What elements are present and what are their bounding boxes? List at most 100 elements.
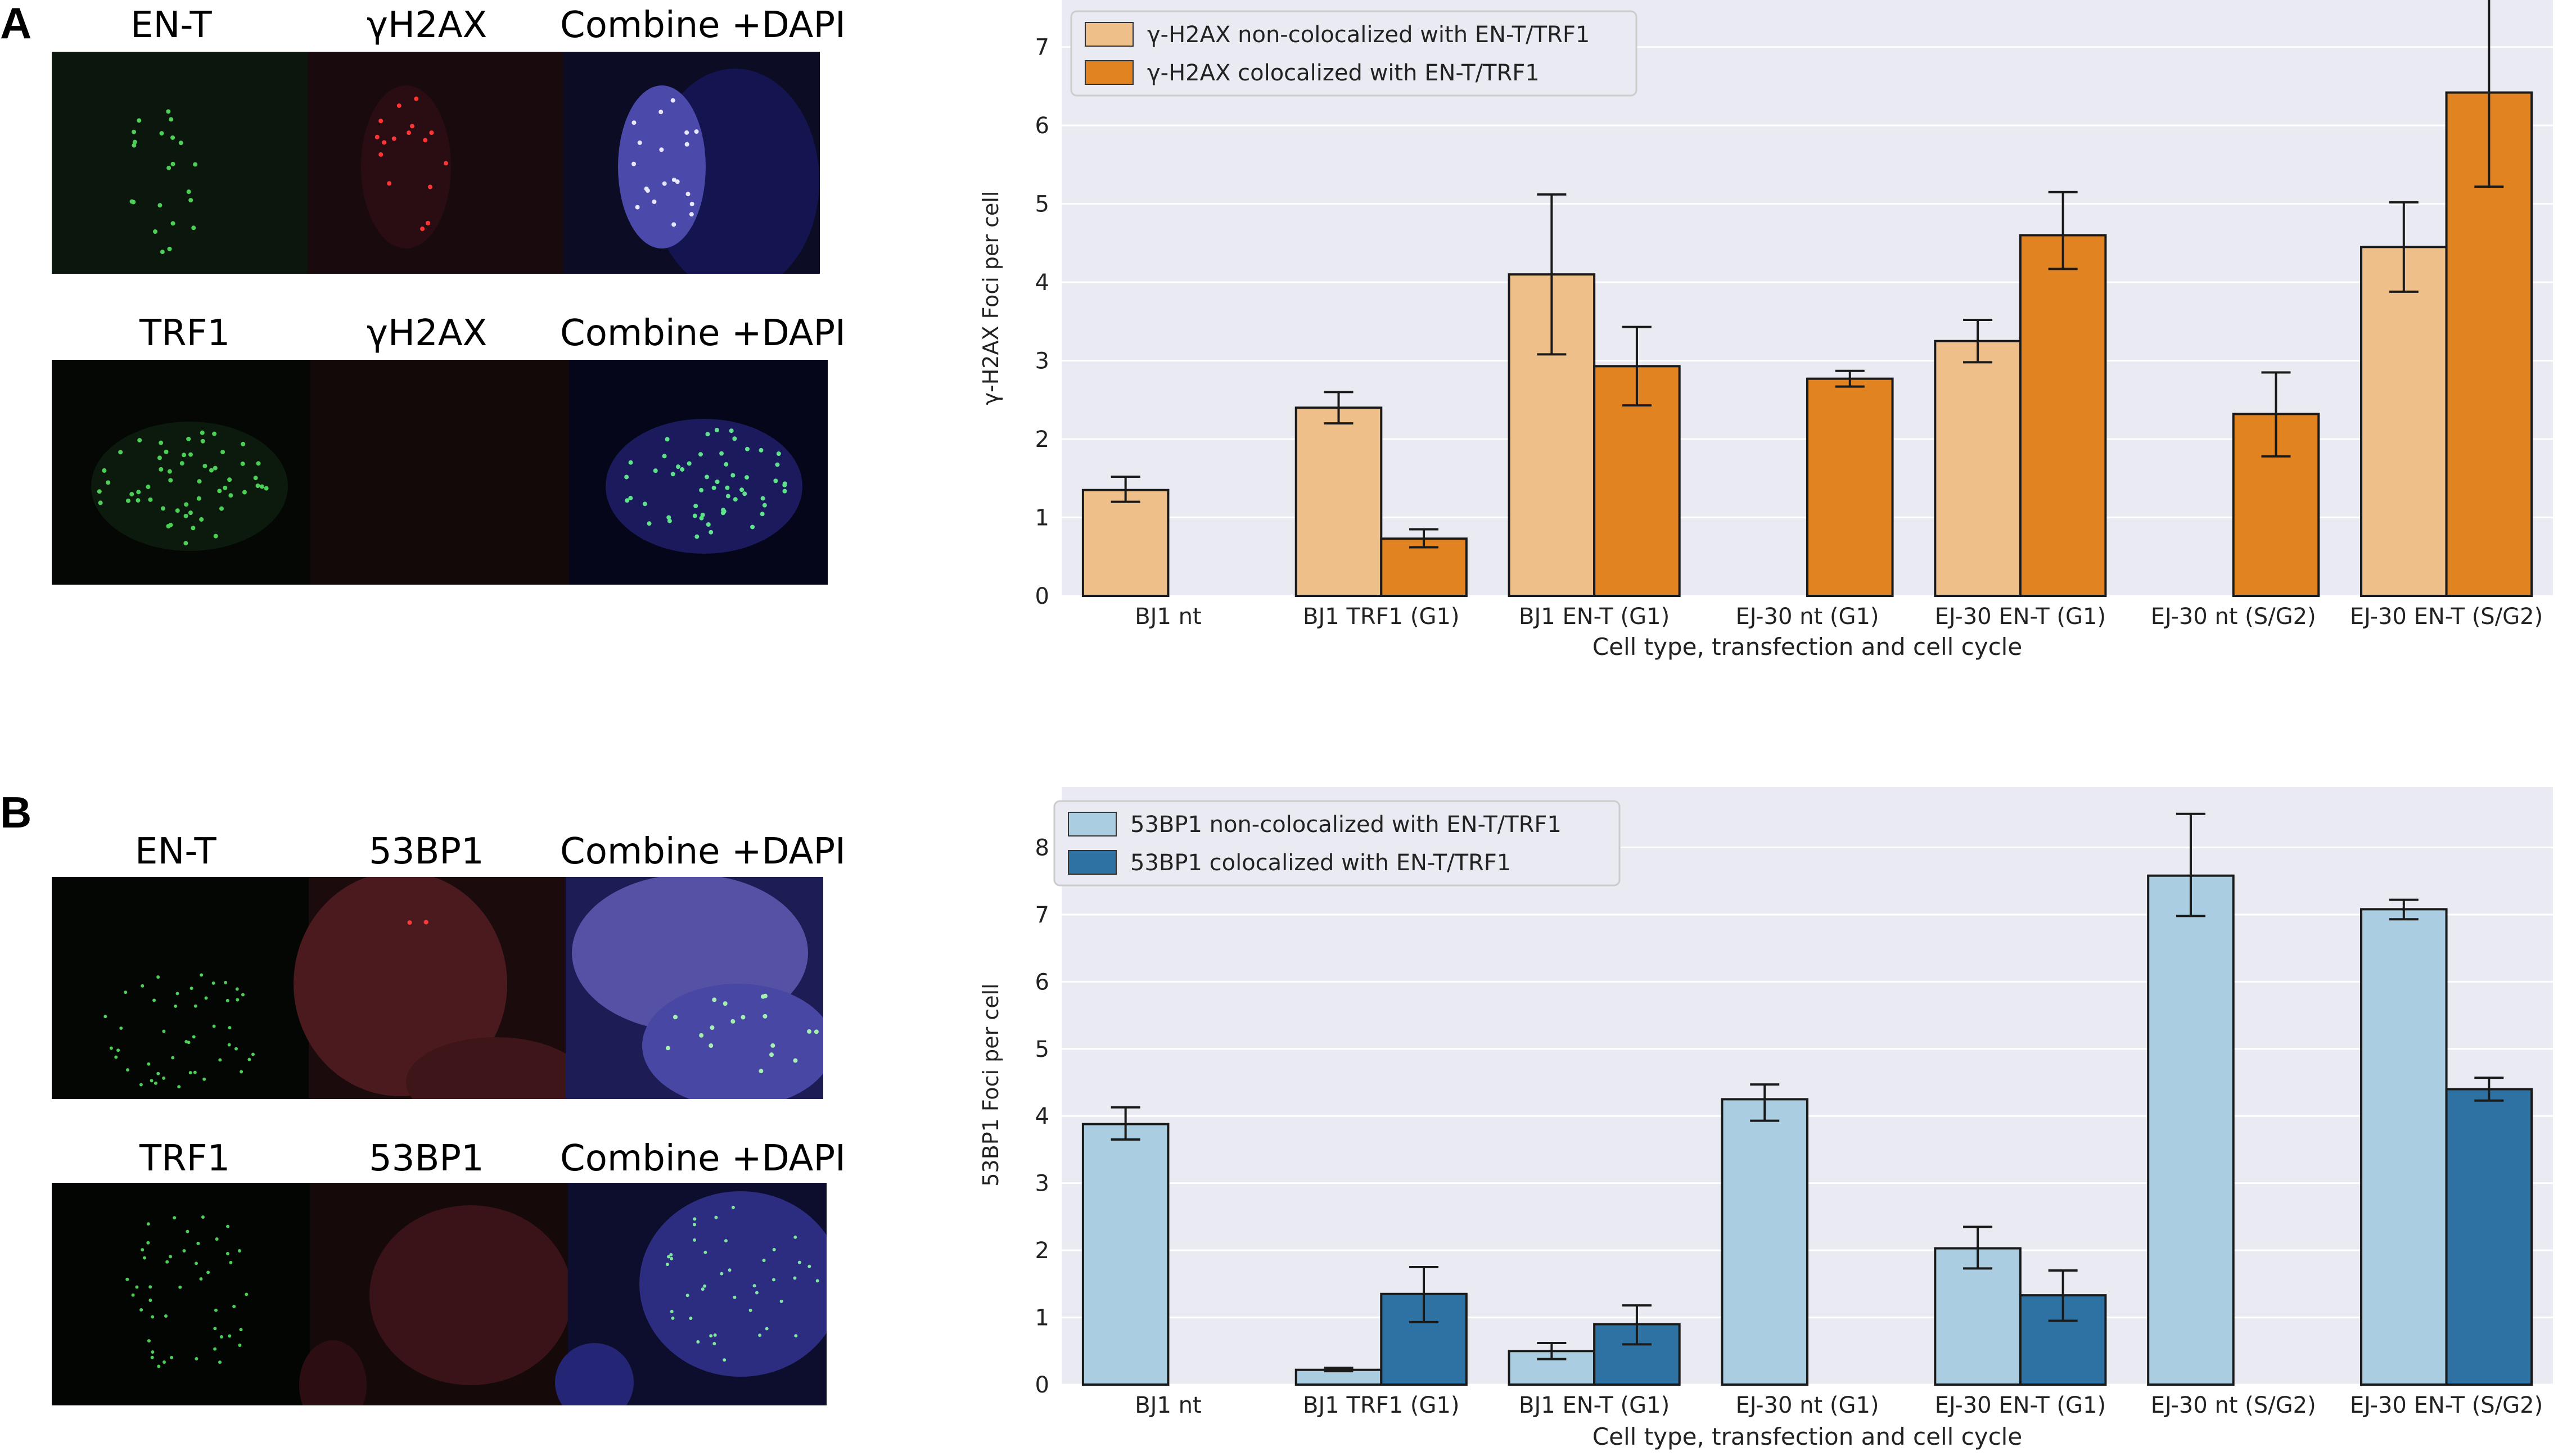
- focus-dot: [156, 1071, 160, 1075]
- focus-dot: [164, 1314, 168, 1318]
- focus-dot: [218, 1360, 222, 1364]
- focus-dot: [195, 1261, 198, 1265]
- focus-dot: [665, 1263, 669, 1267]
- label-b-r2-c2: 53BP1: [369, 1138, 484, 1179]
- focus-dot: [255, 483, 260, 489]
- focus-dot: [665, 1046, 670, 1051]
- focus-dot: [191, 526, 196, 531]
- focus-dot: [162, 1029, 166, 1033]
- focus-dot: [186, 189, 191, 195]
- x-tick-label: EJ-30 nt (G1): [1735, 604, 1879, 630]
- focus-dot: [704, 474, 709, 480]
- legend: 53BP1 non-colocalized with EN-T/TRF1 53B…: [1053, 800, 1621, 887]
- focus-dot: [692, 513, 697, 518]
- focus-dot: [195, 1356, 198, 1360]
- focus-dot: [213, 1347, 217, 1351]
- focus-dot: [182, 453, 187, 458]
- focus-dot: [228, 493, 233, 498]
- focus-dot: [670, 1256, 674, 1260]
- focus-dot: [730, 473, 736, 478]
- focus-dot: [794, 1334, 798, 1338]
- focus-dot: [160, 250, 165, 255]
- x-tick-label: BJ1 TRF1 (G1): [1303, 604, 1459, 630]
- focus-dot: [227, 477, 232, 482]
- focus-dot: [188, 452, 193, 457]
- focus-dot: [129, 492, 134, 497]
- focus-dot: [375, 134, 380, 139]
- x-tick-label: EJ-30 EN-T (G1): [1935, 1392, 2106, 1418]
- focus-dot: [146, 485, 151, 490]
- focus-dot: [684, 142, 689, 147]
- focus-dot: [715, 479, 720, 484]
- error-bar: [1622, 1304, 1652, 1346]
- focus-dot: [701, 1287, 705, 1291]
- legend: γ-H2AX non-colocalized with EN-T/TRF1 γ-…: [1070, 10, 1637, 97]
- focus-dot: [102, 468, 107, 473]
- focus-dot: [214, 1308, 218, 1312]
- focus-dot: [213, 533, 218, 539]
- focus-dot: [815, 1279, 819, 1283]
- focus-dot: [147, 1062, 151, 1066]
- focus-dot: [191, 225, 196, 230]
- focus-dot: [170, 135, 175, 140]
- legend-label-colocalized: 53BP1 colocalized with EN-T/TRF1: [1130, 850, 1511, 876]
- focus-dot: [762, 1258, 766, 1262]
- focus-dot: [135, 1285, 139, 1289]
- focus-dot: [673, 1015, 678, 1020]
- focus-dot: [170, 221, 175, 226]
- focus-dot: [202, 1077, 206, 1081]
- micrograph-a-row2: [52, 360, 828, 585]
- focus-dot: [758, 1333, 762, 1337]
- focus-dot: [160, 506, 165, 511]
- focus-dot: [793, 1058, 798, 1063]
- focus-dot: [228, 1026, 232, 1030]
- focus-dot: [693, 1217, 697, 1221]
- chart-gamma-h2ax: 0 1 2 3 4 5 6 7 BJ1 nt BJ1 TRF1 (G1) BJ1 EN-T (G1…: [978, 0, 2553, 661]
- legend-label-non-colocalized: γ-H2AX non-colocalized with EN-T/TRF1: [1147, 22, 1590, 48]
- focus-dot: [675, 179, 680, 184]
- focus-dot: [215, 1237, 219, 1241]
- focus-dot: [712, 1342, 716, 1346]
- focus-dot: [109, 1046, 113, 1050]
- focus-dot: [132, 129, 137, 134]
- panel-letter-b: B: [0, 788, 32, 837]
- focus-dot: [427, 184, 432, 189]
- x-axis-label: Cell type, transfection and cell cycle: [1592, 633, 2022, 661]
- focus-dot: [645, 188, 650, 193]
- focus-dot: [703, 1284, 707, 1288]
- focus-dot: [175, 508, 180, 513]
- focus-dot: [224, 980, 228, 984]
- focus-dot: [190, 987, 193, 991]
- focus-dot: [157, 203, 163, 208]
- error-bar: [1111, 1106, 1140, 1141]
- focus-dot: [264, 486, 269, 491]
- focus-dot: [662, 454, 667, 459]
- error-bar: [1537, 193, 1567, 356]
- focus-dot: [652, 199, 657, 204]
- focus-dot: [159, 440, 164, 445]
- bar-colocalized: [2445, 1088, 2533, 1386]
- bar-colocalized: [1380, 1292, 1468, 1386]
- label-a-r2-c3: Combine +DAPI: [560, 313, 846, 354]
- focus-dot: [97, 489, 102, 494]
- focus-dot: [693, 1223, 697, 1227]
- focus-dot: [162, 1076, 166, 1080]
- focus-dot: [670, 98, 675, 103]
- bar-non-colocalized: [1294, 406, 1383, 598]
- focus-dot: [748, 1308, 752, 1312]
- focus-dot: [671, 222, 676, 227]
- legend-swatch-colocalized: [1068, 850, 1117, 875]
- focus-dot: [126, 1068, 130, 1072]
- focus-dot: [396, 103, 401, 108]
- focus-dot: [714, 428, 719, 433]
- panel-letter-a: A: [0, 0, 32, 48]
- focus-dot: [709, 530, 714, 535]
- focus-dot: [378, 119, 384, 124]
- focus-dot: [723, 1001, 728, 1006]
- focus-dot: [167, 246, 172, 251]
- label-b-r1-c1: EN-T: [135, 831, 216, 872]
- focus-dot: [183, 513, 188, 518]
- focus-dot: [164, 449, 169, 454]
- focus-dot: [725, 485, 730, 490]
- focus-dot: [159, 467, 164, 472]
